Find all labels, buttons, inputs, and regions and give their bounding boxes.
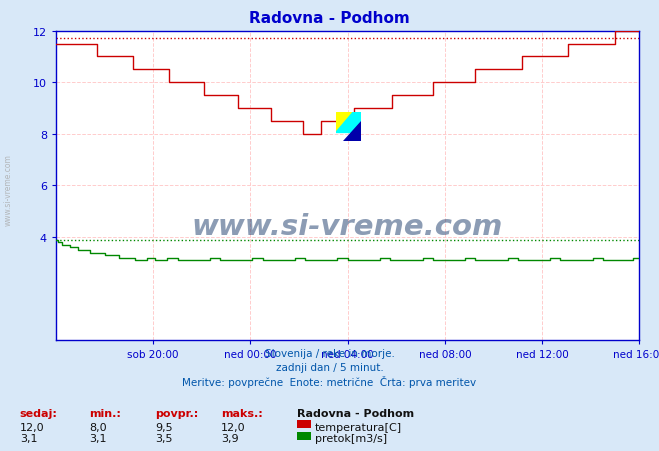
Text: temperatura[C]: temperatura[C] xyxy=(315,422,402,432)
Text: povpr.:: povpr.: xyxy=(155,408,198,418)
Text: 12,0: 12,0 xyxy=(20,422,44,432)
Text: www.si-vreme.com: www.si-vreme.com xyxy=(3,153,13,226)
Text: Radovna - Podhom: Radovna - Podhom xyxy=(297,408,414,418)
Text: 3,1: 3,1 xyxy=(20,433,38,443)
Polygon shape xyxy=(335,113,353,133)
Text: 3,5: 3,5 xyxy=(155,433,173,443)
Text: maks.:: maks.: xyxy=(221,408,262,418)
Text: 12,0: 12,0 xyxy=(221,422,245,432)
Polygon shape xyxy=(335,113,361,133)
Text: 8,0: 8,0 xyxy=(89,422,107,432)
Text: 3,1: 3,1 xyxy=(89,433,107,443)
Text: zadnji dan / 5 minut.: zadnji dan / 5 minut. xyxy=(275,362,384,372)
Text: 9,5: 9,5 xyxy=(155,422,173,432)
Text: www.si-vreme.com: www.si-vreme.com xyxy=(192,212,503,240)
Text: Radovna - Podhom: Radovna - Podhom xyxy=(249,11,410,26)
Text: Slovenija / reke in morje.: Slovenija / reke in morje. xyxy=(264,348,395,358)
Text: Meritve: povprečne  Enote: metrične  Črta: prva meritev: Meritve: povprečne Enote: metrične Črta:… xyxy=(183,375,476,387)
Text: pretok[m3/s]: pretok[m3/s] xyxy=(315,433,387,443)
Text: min.:: min.: xyxy=(89,408,121,418)
Text: sedaj:: sedaj: xyxy=(20,408,57,418)
Polygon shape xyxy=(343,121,361,142)
Text: 3,9: 3,9 xyxy=(221,433,239,443)
